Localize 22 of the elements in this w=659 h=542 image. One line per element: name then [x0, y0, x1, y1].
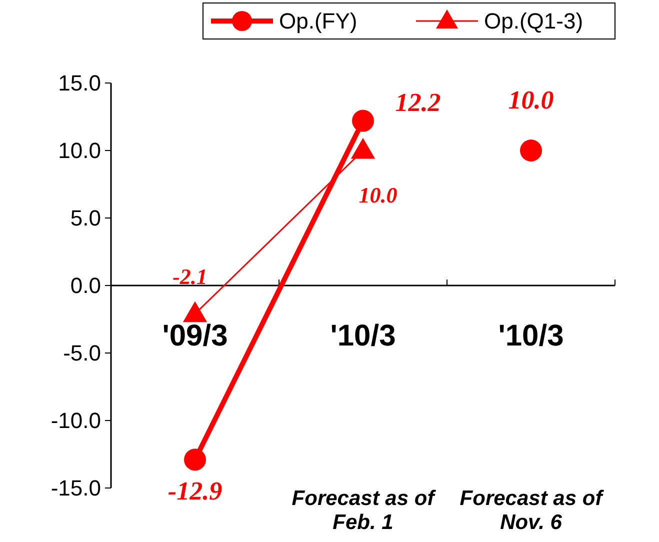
legend-label: Op.(Q1-3)	[484, 8, 584, 34]
legend-label: Op.(FY)	[279, 8, 358, 34]
y-tick-label: -15.0	[50, 476, 101, 501]
annotation: Forecast as of Feb. 1	[292, 487, 436, 534]
y-tick-label: -5.0	[63, 340, 101, 366]
y-tick-label: 5.0	[70, 206, 101, 231]
point	[184, 448, 206, 471]
y-tick-label: -10.0	[50, 408, 101, 434]
data-label: 12.2	[395, 88, 441, 117]
y-tick-label: 15.0	[58, 70, 101, 96]
y-tick-label: 0.0	[70, 273, 101, 298]
data-label: 10.0	[508, 86, 554, 114]
y-tick-label: 10.0	[58, 138, 101, 164]
x-tick-label: '09/3	[162, 320, 228, 352]
point	[352, 110, 374, 132]
point	[520, 140, 542, 162]
x-tick-label: '10/3	[330, 320, 396, 352]
annotation: Forecast as of Nov. 6	[460, 487, 604, 534]
data-label: 10.0	[358, 182, 398, 208]
data-label: -12.9	[168, 476, 222, 506]
x-tick-label: '10/3	[498, 320, 564, 352]
data-label: -2.1	[172, 264, 208, 289]
